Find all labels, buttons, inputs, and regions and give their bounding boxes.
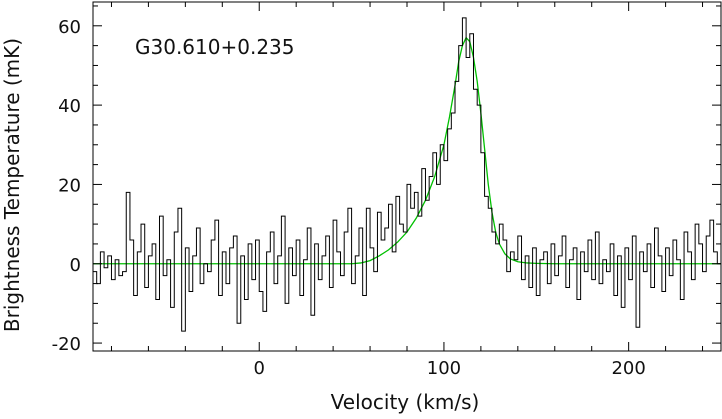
observed-spectrum: [93, 17, 721, 332]
x-tick-label: 0: [254, 358, 265, 379]
source-name-annotation: G30.610+0.235: [135, 35, 295, 59]
axis-ticks: [93, 2, 721, 351]
y-tick-label: 0: [70, 255, 81, 276]
y-tick-label: 40: [58, 96, 81, 117]
x-tick-label: 100: [427, 358, 461, 379]
x-tick-label: 200: [611, 358, 645, 379]
y-axis-label: Brightness Temperature (mK): [0, 38, 24, 332]
y-tick-label: 20: [58, 175, 81, 196]
x-axis-label: Velocity (km/s): [331, 390, 480, 414]
y-tick-label: 60: [58, 17, 81, 38]
tick-labels: 0 100 200 -20 0 20 40 60: [52, 17, 646, 379]
y-tick-label: -20: [52, 334, 81, 355]
